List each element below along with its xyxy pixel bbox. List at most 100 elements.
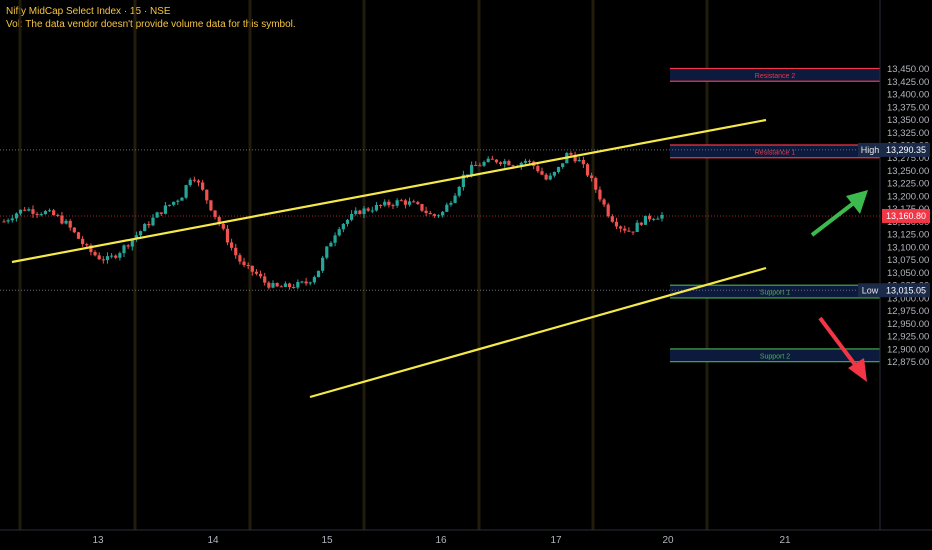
candle-body (308, 282, 312, 284)
candle-body (507, 161, 511, 166)
candle-body (296, 281, 300, 288)
candle-body (52, 210, 56, 216)
trend-channel[interactable] (11, 118, 767, 399)
candle-body (556, 166, 561, 172)
price-tick-label: 13,325.00 (887, 128, 929, 139)
candle-body (503, 161, 507, 165)
candle-body (412, 201, 416, 203)
candle-body (56, 215, 60, 217)
arrow-up-icon (846, 190, 868, 214)
candle-body (614, 221, 619, 227)
last-price-tag-value: 13,160.80 (886, 211, 926, 221)
price-tick-label: 13,050.00 (887, 268, 929, 279)
candle-body (18, 209, 23, 214)
candlesticks (2, 151, 664, 290)
zone-label: Support 1 (760, 290, 790, 297)
candle-body (573, 154, 577, 162)
candle-body (350, 213, 354, 220)
time-tick-label: 13 (92, 535, 104, 546)
candle-body (569, 153, 573, 155)
candle-body (383, 201, 387, 206)
price-tags: High 13,290.35 13,160.80 Low 13,015.05 (858, 142, 930, 298)
candle-body (490, 158, 494, 160)
candle-body (242, 261, 246, 266)
candle-body (109, 255, 114, 257)
candle-body (432, 214, 436, 216)
price-tick-label: 12,975.00 (887, 306, 929, 317)
direction-arrows (810, 190, 868, 382)
candle-body (275, 282, 279, 287)
channel-lower-line (309, 266, 767, 399)
candle-body (457, 186, 461, 196)
price-tick-label: 13,375.00 (887, 102, 929, 113)
zone-box (670, 285, 880, 298)
candle-body (130, 239, 134, 247)
candle-body (561, 163, 565, 167)
candle-body (287, 283, 292, 287)
candle-body (321, 257, 325, 271)
channel-upper-line (11, 118, 767, 264)
candle-body (602, 199, 606, 205)
candle-body (31, 209, 35, 214)
candle-body (470, 164, 474, 175)
candle-body (511, 165, 515, 167)
candle-body (221, 224, 225, 229)
candle-body (258, 273, 263, 277)
candle-body (445, 204, 449, 212)
candle-body (428, 212, 432, 215)
volume-note: Vol: The data vendor doesn't provide vol… (6, 19, 296, 30)
candle-body (93, 251, 97, 256)
candle-body (494, 159, 499, 163)
candle-body (436, 215, 441, 217)
candle-body (465, 174, 470, 176)
candle-body (47, 210, 52, 212)
candle-body (635, 222, 639, 232)
zone-label: Resistance 2 (755, 73, 796, 80)
candle-body (279, 286, 283, 288)
candle-body (453, 195, 457, 203)
candle-body (134, 235, 139, 240)
high-tag-label: High (861, 145, 880, 155)
support-resistance-zones: Resistance 2 Resistance 1 Support 1 Support… (670, 67, 880, 363)
candle-body (478, 165, 482, 167)
candle-body (14, 213, 19, 219)
price-tick-label: 13,225.00 (887, 179, 929, 190)
time-scale[interactable]: 13 14 15 16 17 20 21 (92, 535, 791, 546)
candle-body (523, 160, 528, 163)
candle-body (292, 286, 296, 288)
time-tick-label: 21 (779, 535, 791, 546)
price-tick-label: 13,450.00 (887, 64, 929, 75)
high-tag-value: 13,290.35 (886, 145, 926, 155)
candle-body (552, 171, 557, 176)
candle-body (300, 281, 304, 283)
candle-body (486, 158, 490, 163)
candle-body (68, 220, 72, 228)
candle-body (366, 208, 370, 211)
candle-body (201, 182, 205, 190)
candle-body (627, 230, 631, 232)
candle-body (540, 171, 544, 175)
candle-body (267, 282, 271, 288)
candle-body (312, 277, 316, 283)
candle-body (623, 228, 627, 231)
candle-body (254, 271, 259, 274)
candle-body (234, 247, 238, 256)
low-tag-label-box (858, 283, 882, 298)
time-tick-label: 15 (321, 535, 333, 546)
candle-body (163, 205, 167, 214)
time-tick-label: 20 (662, 535, 674, 546)
candle-body (362, 208, 366, 215)
candle-body (519, 162, 523, 167)
candle-body (209, 200, 213, 211)
candle-body (250, 265, 254, 272)
candle-body (585, 164, 590, 176)
candle-body (114, 255, 118, 258)
price-tick-label: 13,275.00 (887, 153, 929, 164)
candle-body (536, 166, 540, 172)
candle-body (64, 220, 68, 224)
candle-body (213, 210, 217, 217)
arrow-down-icon (848, 358, 867, 382)
candle-body (230, 242, 234, 248)
high-tag-box (882, 142, 930, 157)
